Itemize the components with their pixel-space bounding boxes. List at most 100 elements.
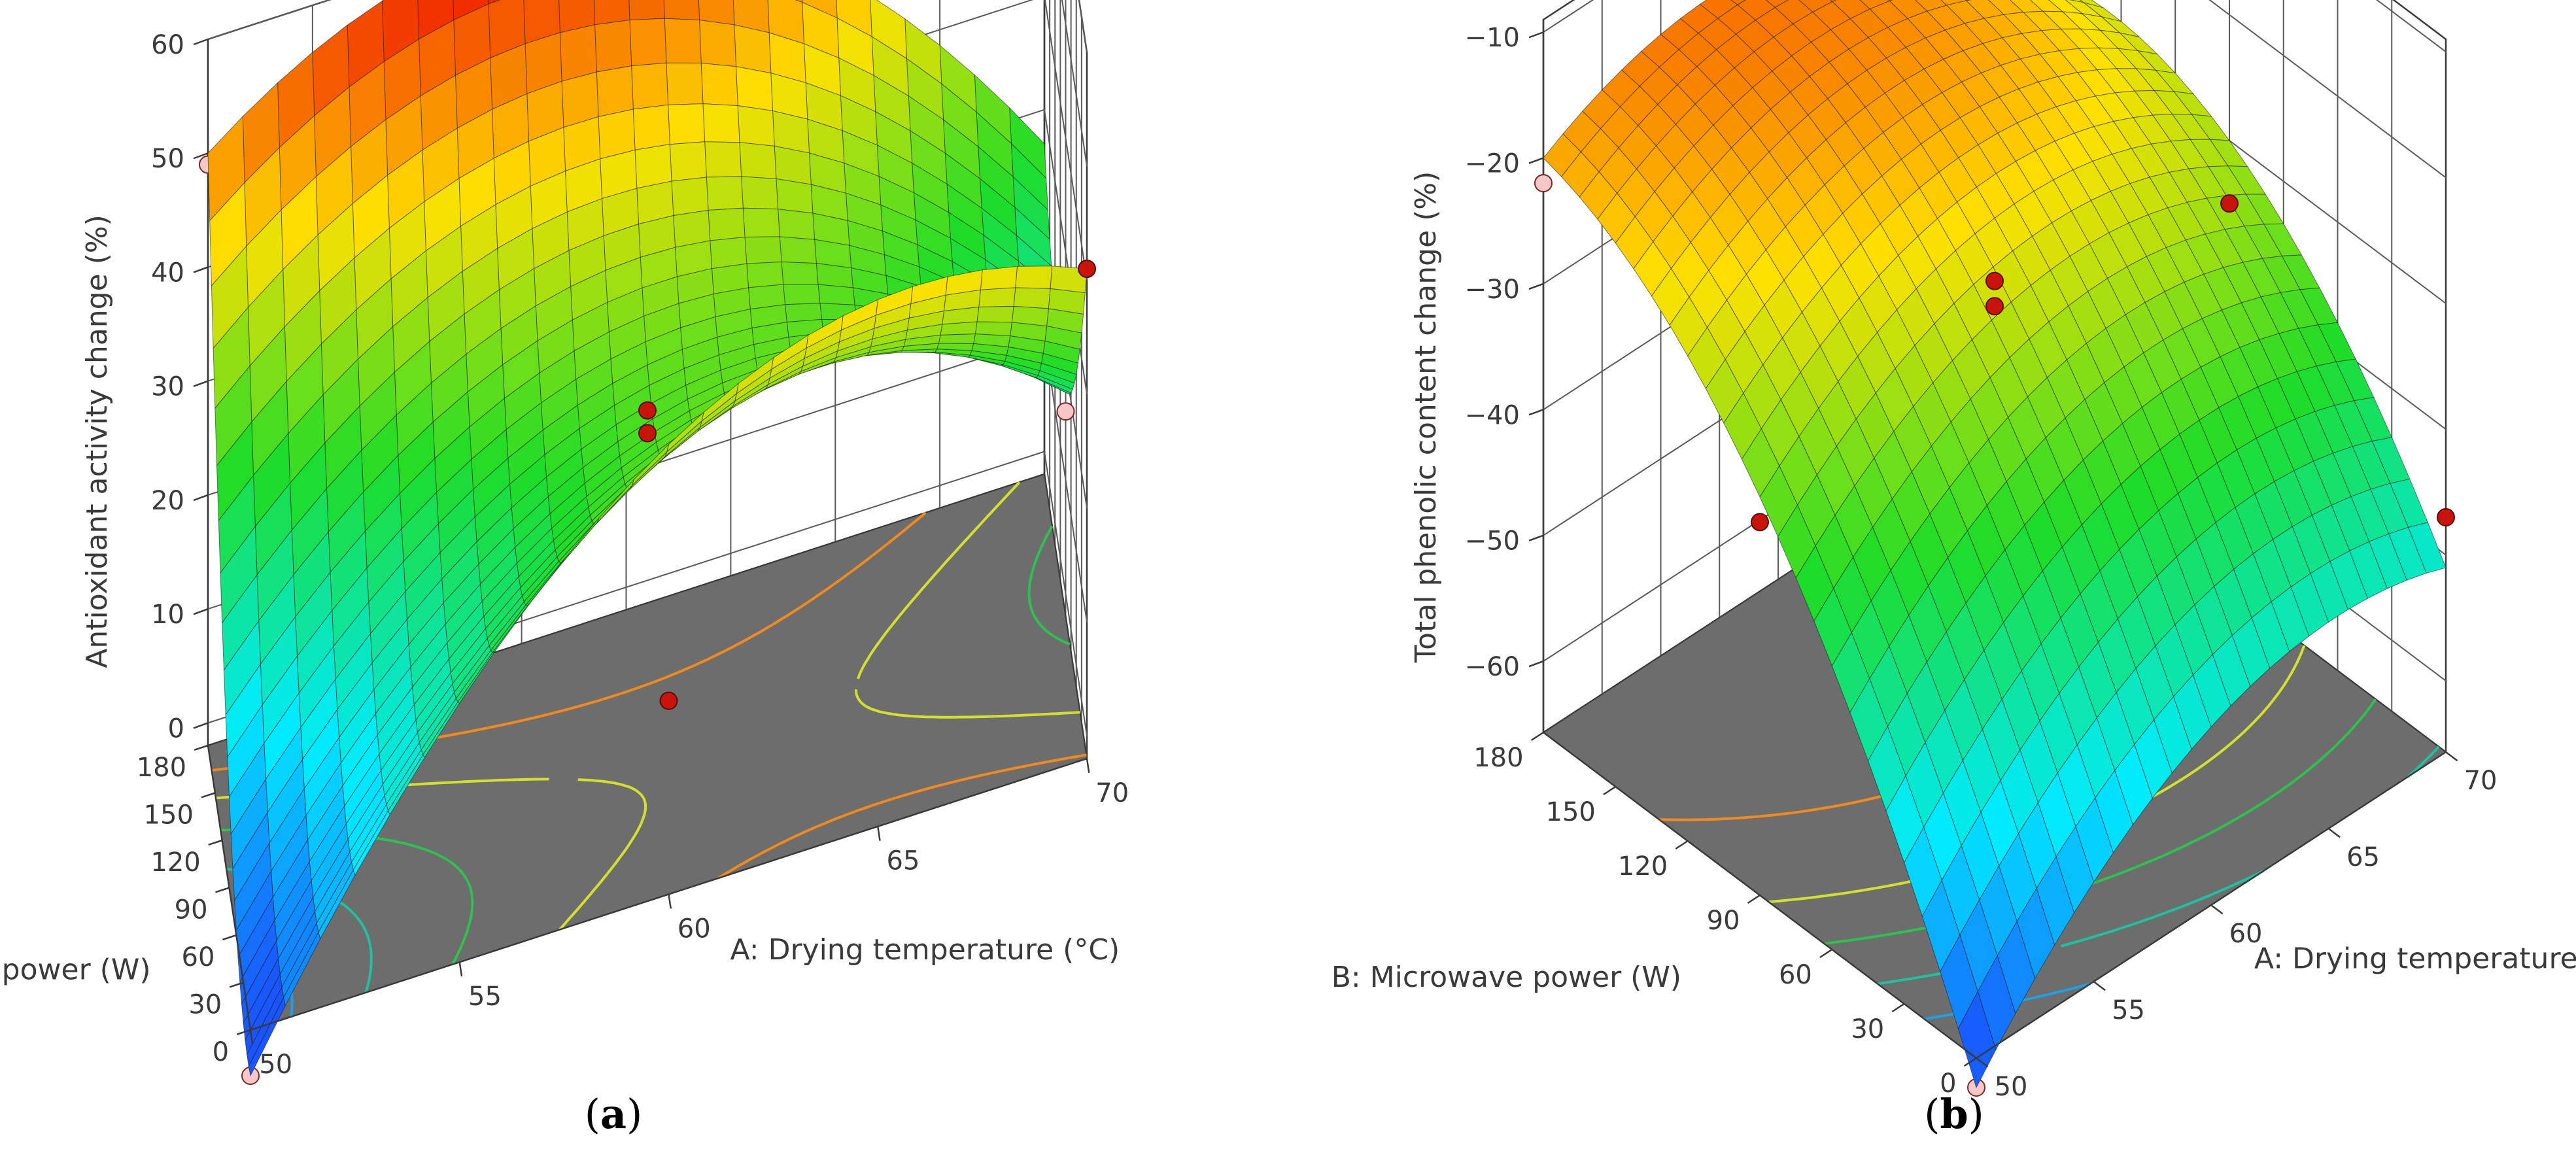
surface-cell	[710, 237, 747, 269]
x-tick	[2327, 828, 2341, 838]
x-tick	[249, 1029, 254, 1044]
z-tick-label: −40	[1465, 400, 1520, 430]
surface-cell	[702, 103, 740, 143]
x-tick	[2445, 751, 2458, 762]
y-tick	[201, 792, 216, 798]
surface-cell	[708, 207, 746, 241]
surface-cell	[1765, 0, 1789, 9]
design-point	[1534, 174, 1553, 193]
z-tick	[1528, 157, 1544, 164]
x-axis: 50 55 60 65 70 A: Drying temperature (°C)	[1976, 751, 2576, 1102]
surface-cell	[781, 261, 819, 285]
surface-cell	[594, 20, 632, 73]
surface-chart-b: 50 55 60 65 70 A: Drying temperature (°C) 0 30 6…	[1331, 0, 2576, 1102]
surface-cell	[1730, 0, 1746, 6]
x-tick-label: 50	[1995, 1072, 2028, 1102]
y-axis-title: B: Microwave power (W)	[0, 953, 151, 987]
y-tick-label: 120	[1618, 851, 1668, 882]
surface-cell	[779, 236, 817, 264]
surface-cell	[669, 141, 707, 182]
surface-cell	[632, 104, 670, 150]
design-point	[1985, 297, 2004, 316]
y-tick	[215, 887, 230, 893]
response-surface	[1543, 0, 2447, 1089]
x-tick-label: 65	[887, 846, 920, 876]
x-tick	[2210, 904, 2224, 915]
x-tick	[668, 894, 672, 909]
z-tick	[1528, 283, 1544, 290]
design-points-above	[638, 260, 1096, 710]
design-point	[659, 691, 678, 710]
y-axis: 0 30 60 90 120 150 180 B: Microwave power (W)	[1331, 731, 1977, 1099]
y-tick	[194, 744, 209, 751]
z-axis: 0 10 20 30 40 50 60 Antioxidant activity change…	[80, 30, 209, 744]
design-point	[1056, 402, 1075, 421]
z-tick-label: −20	[1465, 149, 1520, 179]
panel-label-b: (b)	[1924, 1090, 1984, 1138]
surface-cell	[978, 287, 1016, 307]
surface-cell	[700, 62, 738, 107]
y-tick-label: 120	[150, 848, 200, 878]
surface-cell	[974, 321, 1012, 337]
z-tick-label: −30	[1465, 275, 1520, 305]
surface-cell	[596, 65, 634, 118]
y-tick	[1747, 894, 1760, 904]
floor-contours	[211, 481, 1087, 1017]
design-point	[1985, 271, 2004, 290]
z-tick-label: 20	[151, 486, 184, 516]
y-axis-title: B: Microwave power (W)	[1331, 961, 1681, 994]
x-tick-label: 50	[259, 1050, 292, 1080]
x-axis: 50 55 60 65 70 A: Drying temperature (°C)	[249, 758, 1129, 1080]
y-tick	[1963, 1057, 1977, 1067]
z-tick	[1528, 534, 1544, 541]
x-tick-label: 70	[2464, 766, 2498, 796]
surface-cell	[741, 176, 779, 210]
surface-cell	[634, 144, 672, 189]
z-axis: −60 −50 −40 −30 −20 −10 Total phenolic content…	[1409, 23, 1544, 682]
design-point	[638, 401, 657, 420]
surface-cell	[671, 177, 709, 216]
surface-cell	[783, 284, 821, 305]
design-point	[2220, 194, 2239, 213]
surface-cell	[706, 176, 744, 211]
z-tick	[193, 266, 209, 273]
x-tick-label: 55	[468, 982, 502, 1012]
surface-cell	[704, 141, 742, 178]
z-tick-label: −60	[1465, 652, 1520, 682]
x-tick	[2093, 981, 2106, 991]
z-tick-label: 0	[168, 713, 184, 744]
surface-cell	[666, 62, 704, 105]
x-tick	[1086, 758, 1090, 773]
surface-cell	[664, 18, 702, 64]
x-tick-label: 60	[2229, 919, 2263, 949]
z-tick-label: 40	[151, 258, 184, 288]
surface-cell	[737, 105, 775, 146]
surface-cell	[1013, 287, 1051, 309]
surface-cell	[1015, 266, 1053, 289]
y-tick-label: 0	[213, 1037, 229, 1067]
surface-cell	[938, 333, 976, 344]
surface-cell	[976, 305, 1014, 323]
surface-cell	[698, 20, 737, 67]
surface-cell	[559, 24, 597, 82]
design-point	[1751, 513, 1769, 532]
y-tick-label: 180	[137, 753, 186, 783]
surface-cell	[936, 343, 974, 351]
z-tick	[193, 380, 209, 387]
z-tick	[1528, 409, 1544, 416]
surface-cell	[734, 24, 772, 74]
panel-label-a: (a)	[585, 1090, 643, 1138]
response-surface	[207, 0, 1088, 1077]
design-point	[2437, 508, 2455, 527]
y-tick-label: 90	[175, 895, 208, 925]
z-tick-label: 60	[151, 30, 184, 60]
x-axis-title: A: Drying temperature (°C)	[2254, 942, 2576, 976]
surface-cell	[744, 236, 782, 264]
design-points-above	[1751, 194, 2455, 532]
surface-cell	[735, 66, 774, 112]
y-tick-label: 180	[1473, 743, 1523, 773]
y-tick-label: 60	[1779, 960, 1812, 990]
surface-chart-a: 50 55 60 65 70 A: Drying temperature (°C) 0 30 6…	[0, 0, 1129, 1085]
surface-cell	[776, 178, 814, 214]
